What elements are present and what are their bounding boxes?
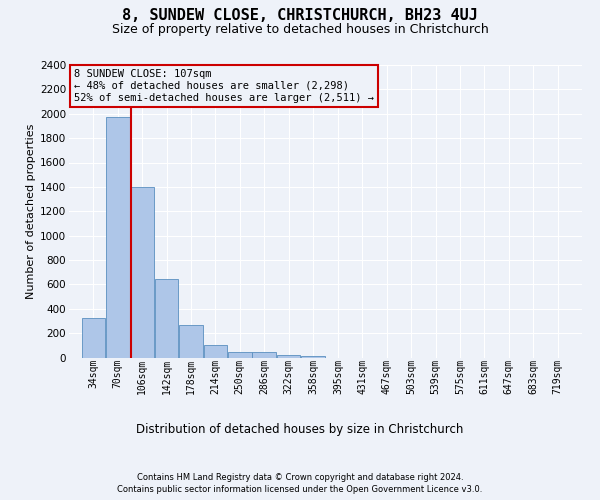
Bar — [82, 318, 105, 358]
Bar — [106, 117, 130, 358]
Bar — [179, 324, 203, 358]
Text: Distribution of detached houses by size in Christchurch: Distribution of detached houses by size … — [136, 422, 464, 436]
Bar — [228, 352, 251, 358]
Bar — [301, 356, 325, 358]
Bar — [130, 187, 154, 358]
Bar — [155, 279, 178, 357]
Text: Size of property relative to detached houses in Christchurch: Size of property relative to detached ho… — [112, 22, 488, 36]
Text: Contains public sector information licensed under the Open Government Licence v3: Contains public sector information licen… — [118, 485, 482, 494]
Bar — [253, 352, 276, 358]
Y-axis label: Number of detached properties: Number of detached properties — [26, 124, 36, 299]
Bar — [277, 355, 301, 358]
Text: 8, SUNDEW CLOSE, CHRISTCHURCH, BH23 4UJ: 8, SUNDEW CLOSE, CHRISTCHURCH, BH23 4UJ — [122, 8, 478, 22]
Text: 8 SUNDEW CLOSE: 107sqm
← 48% of detached houses are smaller (2,298)
52% of semi-: 8 SUNDEW CLOSE: 107sqm ← 48% of detached… — [74, 70, 374, 102]
Bar — [203, 346, 227, 358]
Text: Contains HM Land Registry data © Crown copyright and database right 2024.: Contains HM Land Registry data © Crown c… — [137, 472, 463, 482]
